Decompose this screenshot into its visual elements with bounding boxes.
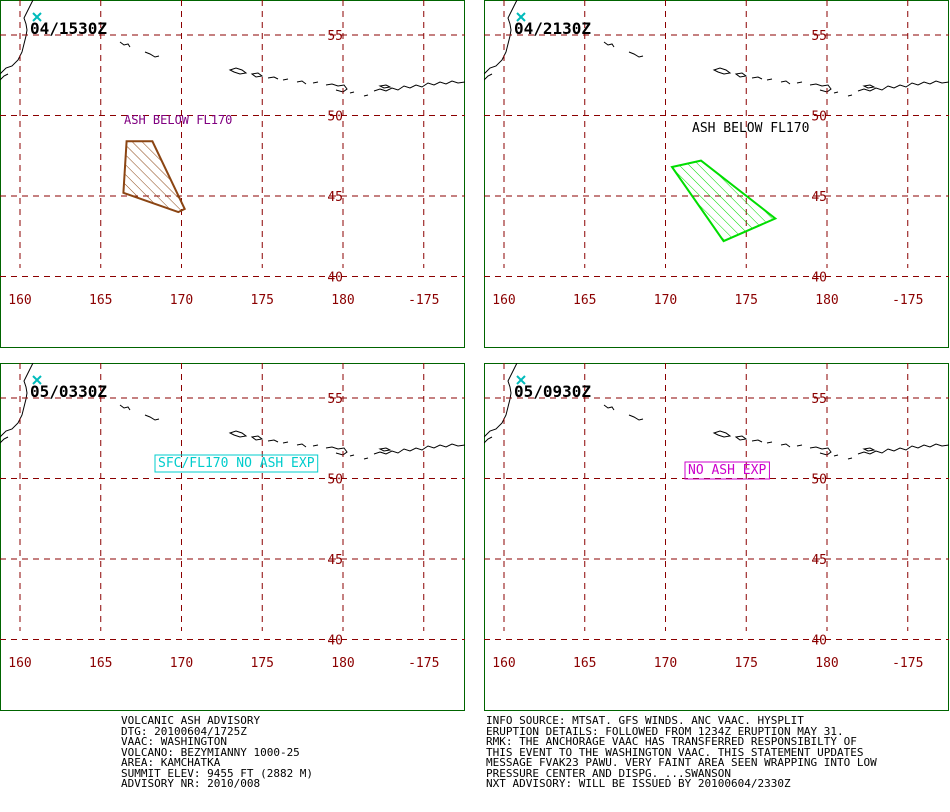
graticule [0,363,465,640]
advisory-line: MESSAGE FVAK23 PAWU. VERY FAINT AREA SEE… [486,756,877,769]
lat-tick-label: 55 [811,392,827,407]
coastline [0,0,465,97]
lon-tick-label: 170 [654,656,677,671]
forecast-time-label: 04/2130Z [514,19,591,38]
ash-cloud-polygon [670,159,778,243]
lon-tick-label: 175 [735,656,758,671]
lon-tick-label: 165 [89,656,112,671]
map-svg: 160 165 170 175 180 -175 55 50 45 40 04/1530Z ASH B… [0,0,465,348]
ash-label-box [154,454,319,473]
map-svg: 160 165 170 175 180 -175 55 50 45 40 05/0330Z SFC/F… [0,363,465,711]
lat-tick-label: 45 [327,190,343,205]
lon-tick-label: 175 [251,656,274,671]
advisory-line: INFO SOURCE: MTSAT. GFS WINDS. ANC VAAC.… [486,714,804,727]
lon-tick-label: 170 [170,656,193,671]
advisory-header-text: VOLCANIC ASH ADVISORY DTG: 20100604/1725Z… [121,714,314,790]
ash-label-box [684,461,770,480]
coastline [484,363,949,460]
advisory-line: ERUPTION DETAILS: FOLLOWED FROM 1234Z ER… [486,724,844,738]
advisory-line: DTG: 20100604/1725Z [121,724,247,738]
lon-tick-label: 180 [815,656,838,671]
lon-tick-label: 175 [251,293,274,308]
map-svg: 160 165 170 175 180 -175 55 50 45 40 05/0930Z NO AS… [484,363,949,711]
lon-tick-label: 180 [815,293,838,308]
advisory-line: THIS EVENT TO THE WASHINGTON VAAC. THIS … [486,745,864,759]
lon-tick-label: 160 [492,656,515,671]
lat-tick-label: 40 [327,634,343,649]
lat-tick-label: 45 [811,553,827,568]
lat-tick-label: 50 [327,473,343,488]
lon-tick-label: -175 [892,656,923,671]
graticule [484,0,949,277]
forecast-panel-04-1530z: 160 165 170 175 180 -175 55 50 45 40 04/1530Z ASH B… [0,0,465,348]
lon-tick-label: -175 [408,656,439,671]
lon-tick-label: 170 [654,293,677,308]
advisory-line: VAAC: WASHINGTON [121,735,227,748]
volcano-marker-icon [516,12,526,22]
graticule [0,0,465,277]
lon-tick-label: 165 [573,293,596,308]
lon-tick-label: 165 [89,293,112,308]
volcano-marker-icon [516,375,526,385]
volcano-marker-icon [32,12,42,22]
forecast-panel-05-0930z: 160 165 170 175 180 -175 55 50 45 40 05/0930Z NO AS… [484,363,949,711]
ash-forecast-label: SFC/FL170 NO ASH EXP [158,456,315,471]
advisory-line: NXT ADVISORY: WILL BE ISSUED BY 20100604… [486,777,791,790]
lat-tick-label: 50 [811,110,827,125]
lon-tick-label: -175 [892,293,923,308]
advisory-line: VOLCANIC ASH ADVISORY [121,714,261,727]
forecast-time-label: 04/1530Z [30,19,107,38]
advisory-line: AREA: KAMCHATKA [121,756,221,769]
advisory-line: PRESSURE CENTER AND DISPG. ...SWANSON [486,766,732,780]
panel-border [484,363,949,711]
advisory-line: SUMMIT ELEV: 9455 FT (2882 M) [121,766,314,780]
ash-forecast-label: NO ASH EXP [688,463,766,478]
ash-forecast-label: ASH BELOW FL170 [124,113,232,127]
lat-tick-label: 45 [327,553,343,568]
lat-tick-label: 55 [327,29,343,44]
map-svg: 160 165 170 175 180 -175 55 50 45 40 04/2130Z ASH B… [484,0,949,348]
volcano-marker-icon [32,375,42,385]
ash-cloud-polygon [122,140,187,214]
lat-tick-label: 50 [811,473,827,488]
lon-tick-label: 180 [331,656,354,671]
forecast-panel-04-2130z: 160 165 170 175 180 -175 55 50 45 40 04/2130Z ASH B… [484,0,949,348]
lon-tick-label: 160 [8,656,31,671]
advisory-line: ADVISORY NR: 2010/008 [121,777,261,790]
ash-forecast-label: ASH BELOW FL170 [692,121,809,136]
panel-border [0,0,465,348]
lon-tick-label: 175 [735,293,758,308]
coastline [0,363,465,460]
advisory-line: VOLCANO: BEZYMIANNY 1000-25 [121,745,300,759]
forecast-time-label: 05/0930Z [514,382,591,401]
forecast-time-label: 05/0330Z [30,382,107,401]
lat-tick-label: 45 [811,190,827,205]
lat-tick-label: 40 [811,634,827,649]
advisory-line: RMK: THE ANCHORAGE VAAC HAS TRANSFERRED … [486,735,857,748]
lat-tick-label: 40 [327,271,343,286]
lon-tick-label: 165 [573,656,596,671]
lon-tick-label: 160 [8,293,31,308]
coastline [484,0,949,97]
lon-tick-label: -175 [408,293,439,308]
lat-tick-label: 55 [327,392,343,407]
panel-border [0,363,465,711]
lon-tick-label: 160 [492,293,515,308]
lon-tick-label: 180 [331,293,354,308]
forecast-panel-05-0330z: 160 165 170 175 180 -175 55 50 45 40 05/0330Z SFC/F… [0,363,465,711]
advisory-remarks-text: INFO SOURCE: MTSAT. GFS WINDS. ANC VAAC.… [486,714,877,790]
lat-tick-label: 55 [811,29,827,44]
lat-tick-label: 50 [327,110,343,125]
lat-tick-label: 40 [811,271,827,286]
lon-tick-label: 170 [170,293,193,308]
